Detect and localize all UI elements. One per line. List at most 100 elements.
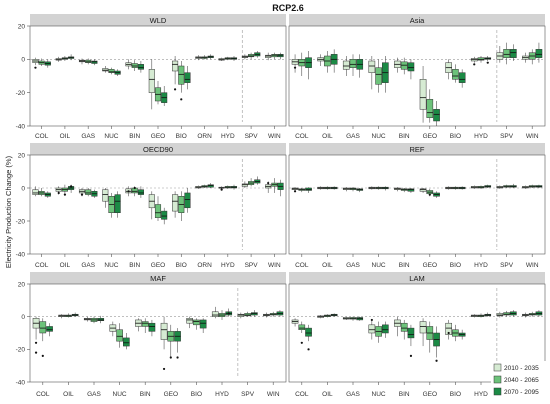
outlier-point xyxy=(127,190,130,193)
box-hyd-1 xyxy=(470,58,478,62)
outlier-point xyxy=(180,98,183,101)
box-col-3 xyxy=(46,326,53,332)
box-hyd-1 xyxy=(211,311,219,317)
panel-strip-label: REF xyxy=(410,145,425,154)
x-tick-label: HYD xyxy=(474,133,488,140)
panel-strip-label: WLD xyxy=(150,16,167,25)
x-tick-label: BIO xyxy=(450,133,461,140)
box-col-2 xyxy=(298,324,306,330)
box-col-2 xyxy=(39,321,47,334)
box-gas-2 xyxy=(85,59,92,63)
box-bin-3 xyxy=(407,327,415,339)
x-tick-label: OIL xyxy=(60,133,71,140)
outlier-point xyxy=(370,318,373,322)
box-col-3 xyxy=(305,327,312,337)
y-tick-label: 20 xyxy=(18,23,26,30)
box-nuc-2 xyxy=(375,67,382,85)
box-bin-3 xyxy=(148,322,156,332)
box-bin-2 xyxy=(131,63,138,68)
box-gas-1 xyxy=(342,60,350,70)
box-col-1 xyxy=(32,189,39,195)
box-bio-3 xyxy=(458,72,466,83)
x-tick-label: SPV xyxy=(500,262,514,269)
box-bio-3 xyxy=(199,319,207,329)
x-tick-label: BIO xyxy=(176,133,187,140)
box-bin-3 xyxy=(137,64,144,70)
x-tick-label: GEO xyxy=(423,262,437,269)
x-tick-label: SPV xyxy=(245,133,259,140)
x-tick-label: BIN xyxy=(140,391,151,398)
chart-title: RCP2.6 xyxy=(272,3,304,13)
box-geo-2 xyxy=(426,99,434,118)
x-tick-label: GAS xyxy=(87,391,101,398)
outlier-point xyxy=(41,354,44,357)
x-tick-label: BIN xyxy=(399,391,410,398)
box-geo-1 xyxy=(419,188,427,192)
x-tick-label: WIN xyxy=(526,262,539,269)
x-tick-label: BIO xyxy=(176,262,187,269)
panel-ref: REF COL OIL GAS NUC BIN GEO BIO HYD SPV WIN xyxy=(288,143,546,269)
x-tick-label: NUC xyxy=(113,391,127,398)
y-tick-label: -40 xyxy=(16,251,26,258)
box-gas-3 xyxy=(91,60,98,64)
box-nuc-3 xyxy=(114,194,121,214)
legend: 2010 - 2035 2040 - 2065 2070 - 2095 xyxy=(491,361,547,401)
box-bio-1 xyxy=(172,194,179,212)
y-tick-label: 0 xyxy=(21,314,25,321)
outlier-point xyxy=(447,331,450,335)
box-bio-3 xyxy=(184,192,191,209)
box-bio-3 xyxy=(184,72,191,83)
x-tick-label: BIN xyxy=(399,133,410,140)
outlier-point xyxy=(307,348,310,351)
x-tick-label: HYD xyxy=(221,262,235,269)
facet-panels: WLD 20 0 -20 -40 COL OIL GAS NUC BIN GEO BIO ORN HYD S… xyxy=(16,14,546,398)
box-nuc-3 xyxy=(123,337,130,347)
x-tick-label: COL xyxy=(35,133,49,140)
box-geo-1 xyxy=(419,321,427,334)
x-tick-label: GEO xyxy=(423,391,437,398)
box-gas-3 xyxy=(356,317,364,321)
x-tick-label: HYD xyxy=(221,133,235,140)
panel-strip-label: OECD90 xyxy=(143,145,173,154)
outlier-point xyxy=(80,193,84,196)
x-tick-label: COL xyxy=(36,391,50,398)
box-bin-3 xyxy=(137,189,144,195)
x-tick-label: NUC xyxy=(372,133,386,140)
panel-strip xyxy=(30,14,286,26)
box-bio-2 xyxy=(452,69,459,80)
outlier-point xyxy=(267,181,270,185)
x-tick-label: GEO xyxy=(151,133,165,140)
box-bin-3 xyxy=(407,188,415,192)
box-win-3 xyxy=(277,54,284,58)
box-nuc-1 xyxy=(102,189,109,202)
x-tick-label: BIO xyxy=(450,262,461,269)
x-tick-label: GEO xyxy=(151,262,165,269)
y-tick-label: -40 xyxy=(16,123,26,130)
box-bin-2 xyxy=(400,61,408,70)
x-tick-label: GAS xyxy=(346,391,360,398)
x-tick-label: GAS xyxy=(81,262,95,269)
x-tick-label: ORN xyxy=(197,262,212,269)
box-spv-1 xyxy=(496,313,504,317)
outlier-point xyxy=(133,186,136,190)
x-tick-label: OIL xyxy=(63,391,74,398)
outlier-point xyxy=(293,190,297,193)
outlier-point xyxy=(486,61,489,64)
box-gas-2 xyxy=(85,189,92,195)
outlier-point xyxy=(34,351,38,354)
x-tick-label: GAS xyxy=(81,133,95,140)
legend-swatch xyxy=(493,363,502,372)
x-tick-label: COL xyxy=(295,133,309,140)
outlier-point xyxy=(34,66,37,69)
panel-strip xyxy=(289,143,545,155)
panel-strip xyxy=(289,272,545,284)
y-tick-label: -40 xyxy=(16,379,26,386)
outlier-point xyxy=(57,191,60,195)
panel-frame xyxy=(288,25,546,127)
x-tick-label: WIN xyxy=(526,133,539,140)
panel-frame xyxy=(29,25,287,127)
box-bin-2 xyxy=(141,321,149,327)
outlier-point xyxy=(473,63,476,66)
legend-label: 2070 - 2095 xyxy=(504,389,539,396)
outlier-point xyxy=(227,312,230,315)
